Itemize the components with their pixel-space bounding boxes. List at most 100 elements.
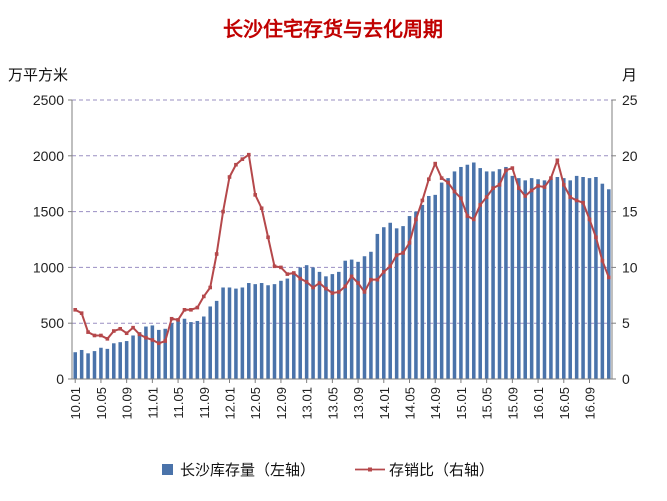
line-point <box>439 176 444 180</box>
bar <box>240 287 245 379</box>
line-point <box>279 265 283 270</box>
line-point <box>176 318 180 322</box>
line-point <box>343 284 348 289</box>
bar <box>324 276 328 379</box>
bar <box>568 180 572 379</box>
line-point <box>452 189 457 194</box>
x-tick-label: 14.01 <box>377 387 392 420</box>
line-point <box>150 338 155 342</box>
bar <box>279 280 283 379</box>
line-point <box>214 252 219 256</box>
line-point <box>574 198 579 203</box>
line-point <box>529 188 534 193</box>
bar <box>317 271 322 379</box>
bar <box>124 341 129 379</box>
line-point <box>369 277 373 282</box>
bar <box>452 171 457 379</box>
line-point <box>465 214 470 218</box>
bar <box>574 175 579 379</box>
bar <box>195 320 200 379</box>
line-point <box>510 166 515 170</box>
x-tick-label: 13.01 <box>300 387 315 420</box>
line-point <box>561 183 566 187</box>
bar <box>549 179 553 379</box>
line-point <box>291 271 296 275</box>
bar <box>394 228 399 379</box>
bar <box>99 347 103 379</box>
line-point <box>581 200 585 205</box>
bar <box>227 287 232 379</box>
line-point <box>163 339 168 343</box>
bar <box>337 271 341 379</box>
line-point <box>137 332 142 337</box>
line-point <box>182 308 187 312</box>
bar <box>478 168 482 379</box>
line-point <box>446 180 450 185</box>
bar <box>401 226 405 379</box>
bar <box>292 271 296 379</box>
line-point <box>169 316 174 321</box>
line-point <box>298 276 303 281</box>
bar <box>388 222 392 379</box>
bar <box>131 335 135 379</box>
legend-bar-swatch <box>162 464 173 475</box>
left-tick-label: 1500 <box>33 204 64 220</box>
bar <box>343 260 347 379</box>
x-tick-label: 14.09 <box>428 387 443 420</box>
line-point <box>246 152 251 157</box>
bar <box>330 274 335 379</box>
line-point <box>568 195 573 199</box>
bar <box>182 318 187 379</box>
bar <box>465 164 470 379</box>
left-tick-label: 1000 <box>33 259 64 275</box>
x-tick-label: 15.01 <box>454 387 469 420</box>
bar <box>259 283 264 379</box>
line-point <box>73 308 78 312</box>
bar <box>105 348 110 379</box>
line-point <box>259 206 264 211</box>
line-point <box>131 325 135 330</box>
bar <box>266 285 270 379</box>
x-tick-label: 11.09 <box>197 387 212 419</box>
left-tick-label: 2500 <box>33 92 64 108</box>
right-axis-unit: 月 <box>622 66 637 84</box>
bar <box>375 233 380 379</box>
line-point <box>336 290 341 294</box>
line-point <box>381 270 386 274</box>
bar <box>523 180 527 379</box>
bar <box>176 319 180 379</box>
line-point <box>195 305 200 310</box>
bar <box>510 175 515 379</box>
bar <box>285 278 290 379</box>
x-axis-ticks: 10.01 10.05 10.09 11.01 11.05 11.09 12.01 12.05… <box>68 379 598 420</box>
bar <box>433 194 437 379</box>
bar <box>414 211 418 379</box>
bar <box>221 287 225 379</box>
left-axis-unit: 万平方米 <box>8 66 68 84</box>
left-axis-ticks: 0 500 1000 1500 2000 2500 <box>33 92 72 387</box>
line-point <box>536 184 540 188</box>
bar <box>587 178 592 379</box>
line-point <box>144 335 148 340</box>
line-point <box>497 183 502 187</box>
right-tick-label: 15 <box>622 204 638 220</box>
bar <box>504 166 508 379</box>
line-point <box>459 196 463 201</box>
line-series <box>73 152 611 346</box>
right-tick-label: 0 <box>622 371 630 387</box>
chart-title: 长沙住宅存货与去化周期 <box>223 17 443 41</box>
line-point <box>401 251 405 255</box>
bar <box>304 265 309 379</box>
line-point <box>516 186 521 190</box>
line-point <box>356 281 360 285</box>
bar <box>144 326 148 379</box>
line-point <box>201 294 206 299</box>
line-point <box>426 177 431 182</box>
line-point <box>208 285 213 290</box>
left-tick-label: 500 <box>41 315 65 331</box>
x-tick-label: 10.09 <box>120 387 135 420</box>
line-point <box>105 337 110 341</box>
line-point <box>266 235 270 240</box>
line-point <box>118 326 123 331</box>
bar <box>272 284 277 379</box>
